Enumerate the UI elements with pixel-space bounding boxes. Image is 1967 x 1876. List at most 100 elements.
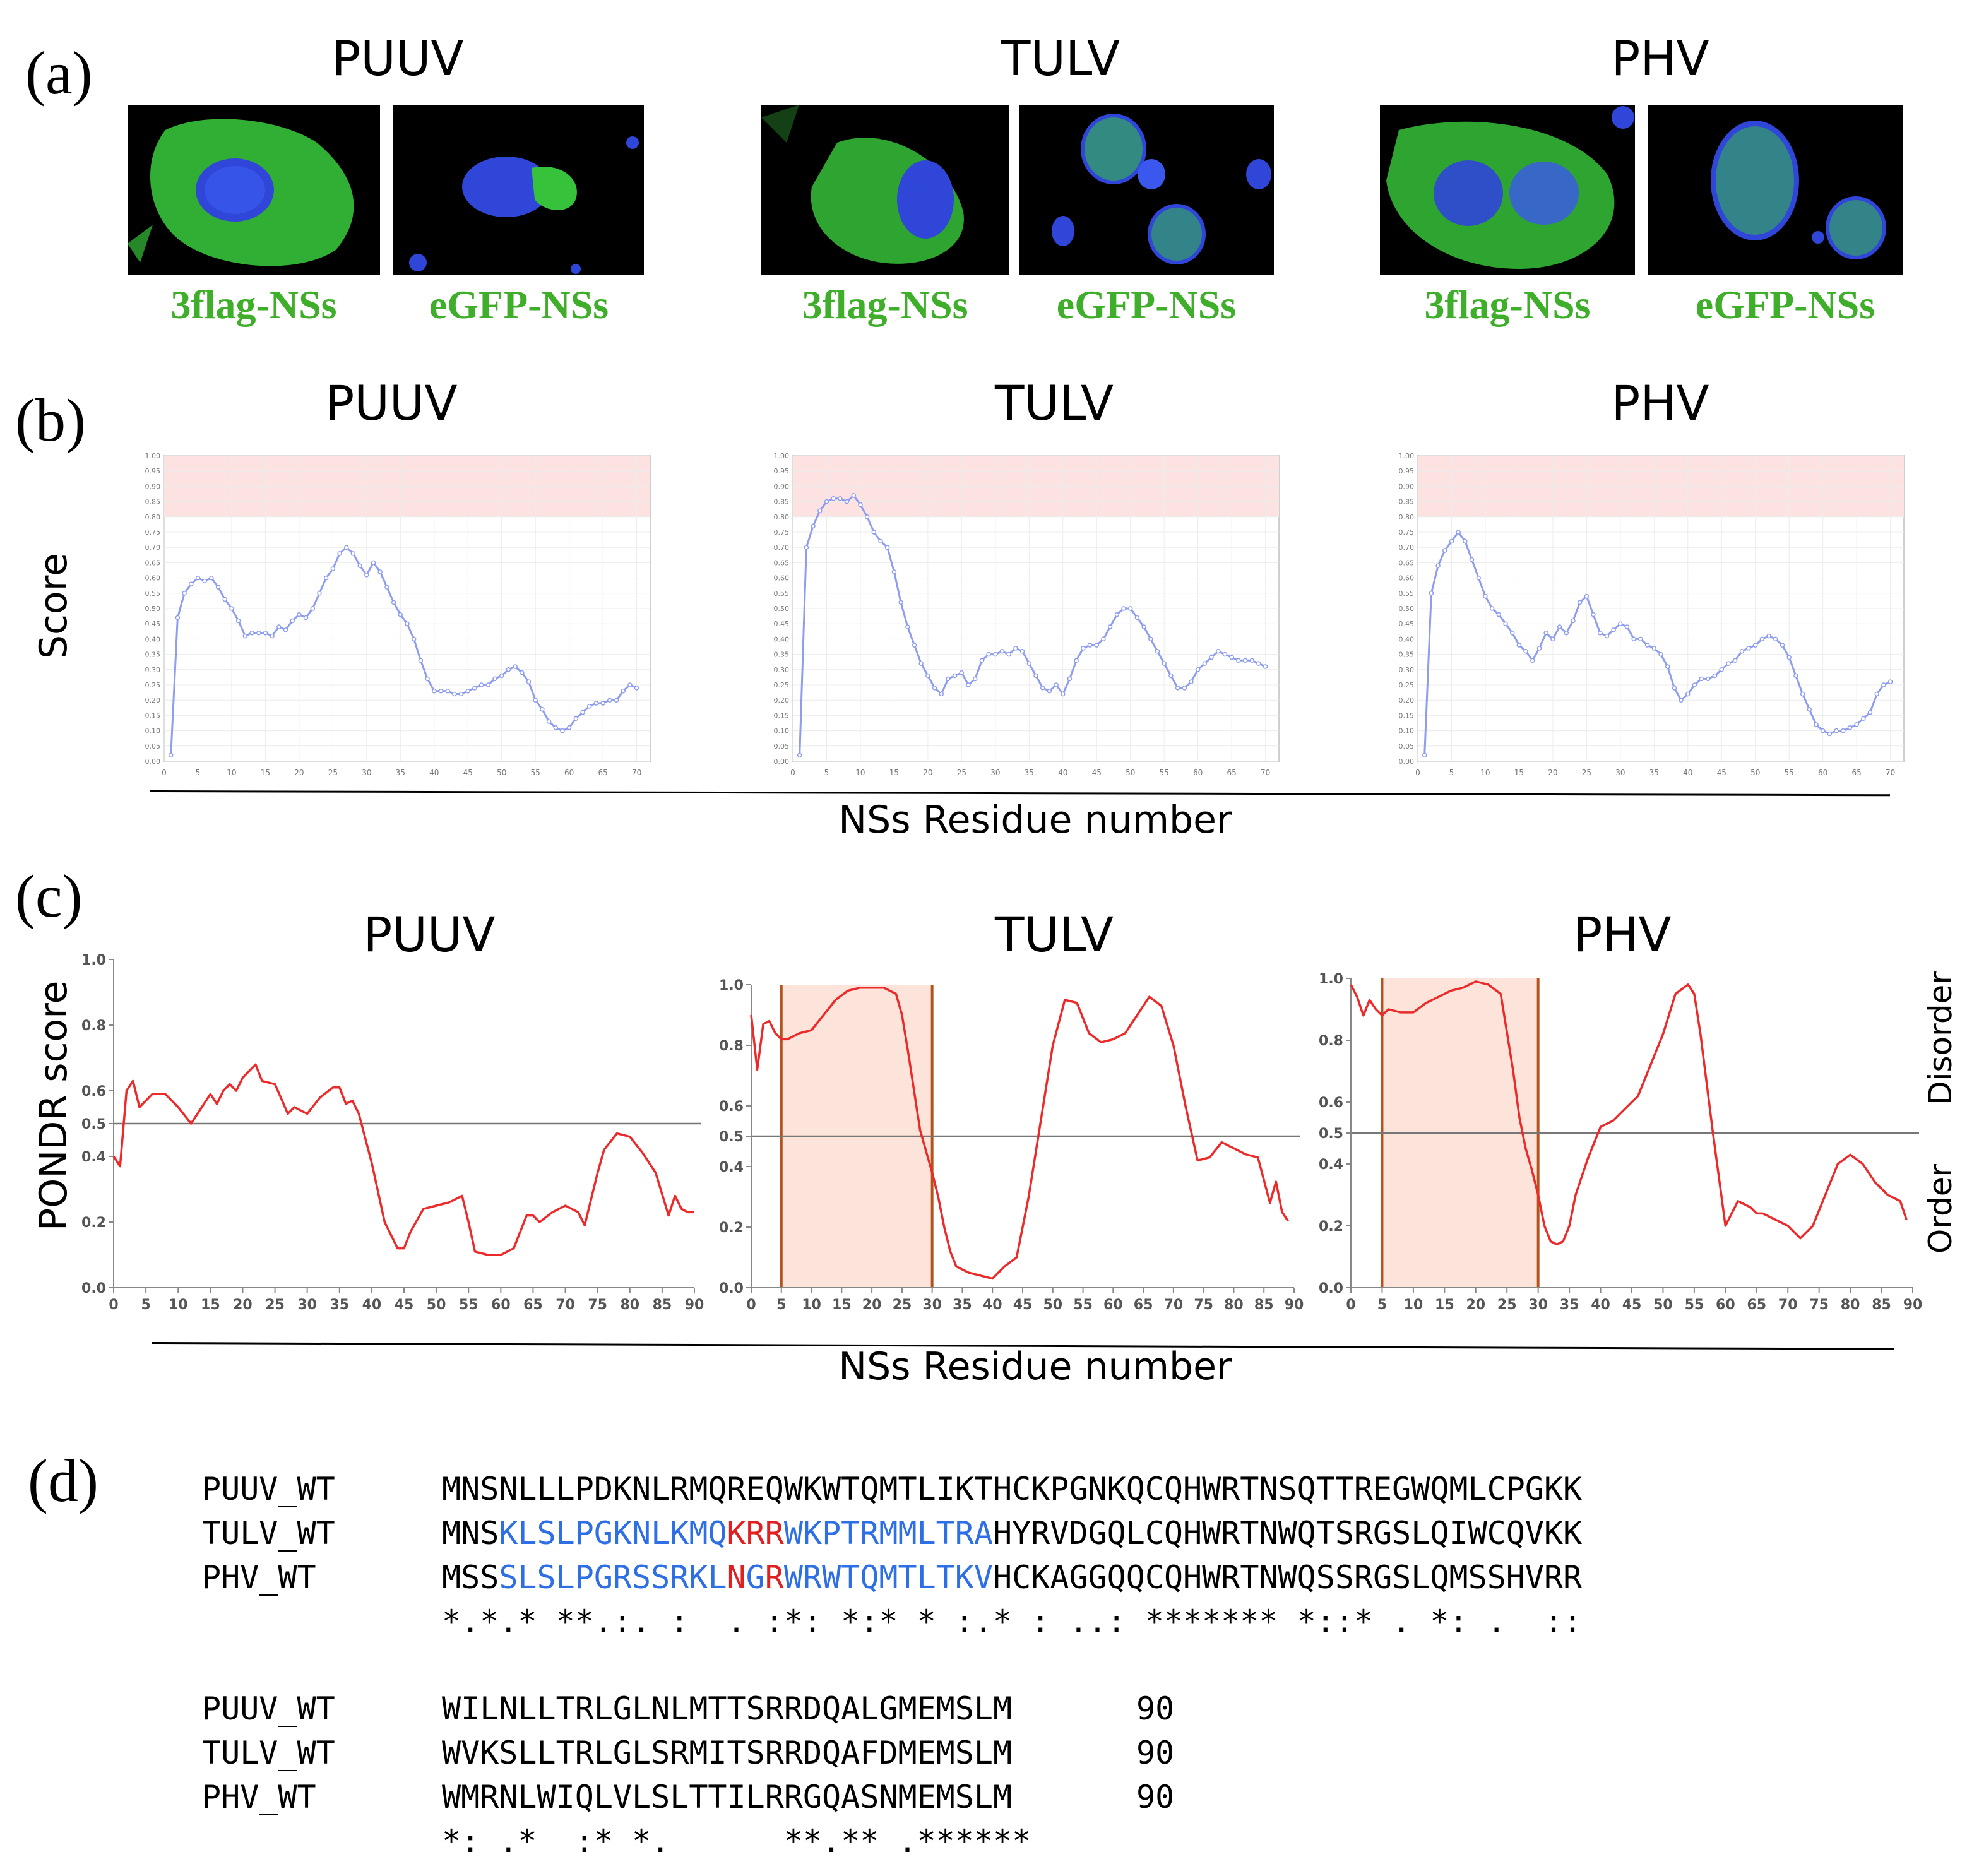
data-point (492, 676, 497, 682)
data-point (1624, 624, 1630, 629)
data-point (1168, 673, 1174, 679)
data-point (1557, 624, 1562, 629)
micrograph-phv-3flag (1380, 105, 1635, 275)
y-tick-label: 0.25 (774, 681, 790, 689)
alignment-name: PHV_WT (202, 1779, 316, 1815)
data-point (1679, 698, 1684, 703)
y-tick-label: 0.10 (774, 727, 790, 735)
y-tick-label: 0.6 (1319, 1095, 1343, 1111)
data-point (1463, 538, 1468, 544)
data-point (452, 691, 457, 697)
y-tick-label: 0.00 (1399, 757, 1415, 766)
data-point (932, 686, 937, 691)
panel-b-label: (b) (15, 386, 86, 454)
y-tick-label: 0.50 (145, 605, 161, 613)
x-tick-label: 55 (1160, 768, 1169, 777)
label-phv-3flag: 3flag-NSs (1424, 282, 1591, 327)
data-point (1263, 664, 1268, 669)
data-point (838, 496, 843, 501)
y-tick-label: 0.90 (1399, 482, 1415, 490)
x-tick-label: 70 (1164, 1297, 1184, 1313)
x-tick-label: 30 (1528, 1297, 1548, 1313)
data-point (1061, 691, 1066, 697)
data-point (344, 545, 349, 550)
y-tick-label: 0.35 (774, 651, 790, 659)
x-tick-label: 15 (832, 1297, 852, 1313)
data-point (1672, 686, 1677, 691)
y-tick-label: 1.0 (1319, 971, 1343, 987)
data-point (1530, 658, 1535, 663)
x-tick-label: 0 (109, 1297, 118, 1313)
y-tick-label: 0.90 (145, 482, 161, 490)
data-point (465, 688, 470, 694)
y-tick-label: 0.5 (81, 1117, 106, 1132)
sequence-segment-red: R (764, 1559, 784, 1596)
y-tick-label: 0.20 (1399, 696, 1415, 704)
x-tick-label: 65 (523, 1297, 543, 1313)
x-tick-label: 35 (1560, 1297, 1579, 1313)
data-point (1591, 612, 1596, 617)
alignment-sequence: MNSNLLLPDKNLRMQREQWKWTQMTLIKTHCKPGNKQCQH… (442, 1471, 1582, 1507)
y-tick-label: 0.70 (145, 543, 161, 552)
y-tick-label: 0.4 (719, 1160, 744, 1175)
data-point (1155, 649, 1160, 654)
y-tick-label: 1.00 (1399, 452, 1415, 460)
label-tulv-3flag: 3flag-NSs (802, 282, 968, 327)
data-point (824, 499, 829, 504)
y-tick-label: 0.15 (145, 711, 161, 720)
data-point (1182, 686, 1187, 691)
y-tick-label: 0.50 (1399, 605, 1415, 613)
y-tick-label: 0.70 (1399, 543, 1415, 552)
data-point (1101, 636, 1106, 642)
y-tick-label: 0.8 (81, 1018, 106, 1034)
x-tick-label: 55 (1073, 1297, 1093, 1313)
y-tick-label: 0.95 (145, 467, 161, 475)
x-tick-label: 20 (233, 1297, 253, 1313)
x-tick-label: 35 (330, 1297, 349, 1313)
y-tick-label: 0.8 (719, 1038, 744, 1054)
x-tick-label: 35 (1649, 768, 1659, 777)
data-point (864, 514, 870, 519)
data-point (1780, 643, 1785, 648)
data-point (350, 551, 356, 556)
data-point (925, 673, 930, 679)
data-point (249, 630, 254, 636)
x-tick-label: 60 (1103, 1297, 1123, 1313)
data-point (566, 725, 572, 730)
x-tick-label: 5 (824, 768, 829, 777)
x-tick-label: 45 (1013, 1297, 1033, 1313)
panel-b-title-puuv: PUUV (325, 375, 458, 431)
micrograph-puuv-3flag (128, 105, 380, 275)
sequence-segment-black: MSS (442, 1559, 499, 1596)
x-tick-label: 55 (459, 1297, 478, 1313)
data-point (607, 698, 612, 703)
data-point (1195, 667, 1201, 672)
alignment-count: 90 (1136, 1690, 1175, 1727)
data-point (323, 575, 329, 581)
data-point (1242, 658, 1248, 663)
x-tick-label: 75 (1194, 1297, 1213, 1313)
y-tick-label: 0.00 (145, 757, 161, 766)
data-point (1033, 673, 1038, 679)
alignment-sequence: WMRNLWIQLVLSLTTILRRGQASNMEMSLM (442, 1779, 1013, 1815)
x-tick-label: 60 (1193, 768, 1203, 777)
x-tick-label: 20 (923, 768, 932, 777)
data-point (1516, 643, 1522, 648)
x-tick-label: 0 (790, 768, 795, 777)
y-tick-label: 0.65 (145, 559, 161, 567)
data-point (1483, 593, 1488, 599)
data-point (1881, 682, 1886, 687)
data-point (580, 709, 585, 715)
x-tick-label: 20 (1548, 768, 1557, 777)
y-tick-label: 0.0 (81, 1281, 106, 1297)
x-tick-label: 70 (556, 1297, 575, 1313)
data-point (513, 664, 518, 669)
data-point (1638, 636, 1643, 642)
x-tick-label: 25 (265, 1297, 285, 1313)
y-tick-label: 0.2 (719, 1220, 744, 1236)
data-point (898, 600, 903, 605)
y-tick-label: 0.40 (1399, 635, 1415, 643)
sequence-segment-black: HYRVDGQLCQHWRTNWQTSRGSLQIWCQVKK (993, 1515, 1583, 1552)
data-point (337, 551, 342, 556)
data-point (1134, 615, 1140, 620)
